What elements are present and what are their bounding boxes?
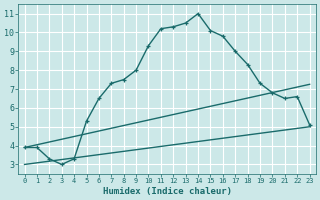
X-axis label: Humidex (Indice chaleur): Humidex (Indice chaleur) [103,187,232,196]
